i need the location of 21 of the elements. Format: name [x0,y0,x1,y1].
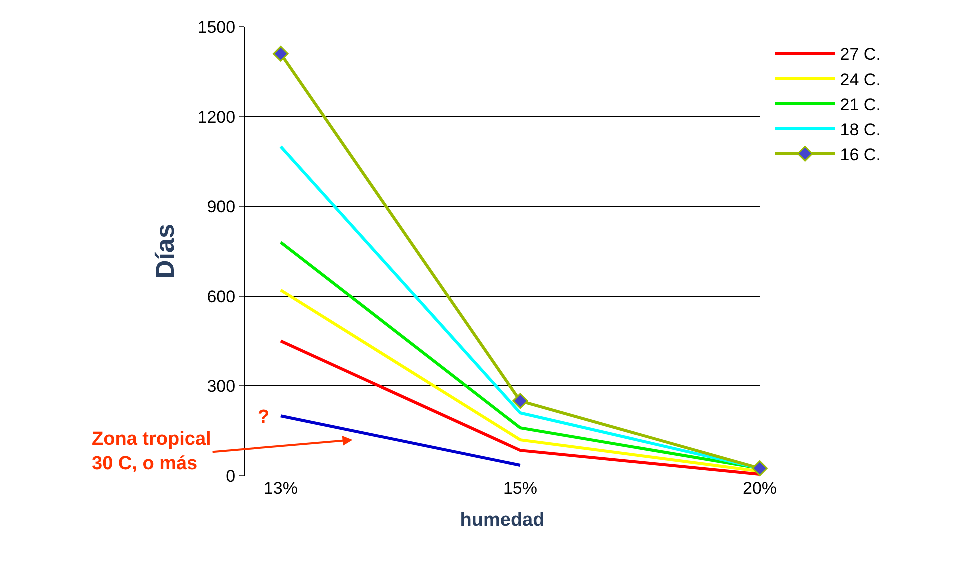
y-tick-label: 900 [207,198,236,217]
text: Zona tropical 30 C, o más [92,429,212,475]
x-tick-label: 15% [503,479,538,498]
y-tick-label: 1200 [198,108,236,127]
y-tick-label: 1500 [198,18,236,37]
point [512,393,528,410]
y-tick-label: 600 [207,287,236,306]
legend-label: 27 C. [840,45,881,64]
x-tick-label: 13% [264,479,298,498]
x-tick-label: 20% [742,479,778,498]
x-axis-title: humedad [460,510,545,531]
legend-label: 21 C. [840,95,881,114]
point [752,460,768,476]
annotation: ? [258,407,270,428]
legend-label: 16 C. [840,146,881,165]
legend-label: 18 C. [840,120,881,140]
y-axis-title: Días [150,224,180,279]
y-tick-label: 300 [207,377,236,396]
legend-label: 24 C. [840,70,881,90]
point [273,46,289,62]
y-tick-label: 0 [226,466,236,486]
